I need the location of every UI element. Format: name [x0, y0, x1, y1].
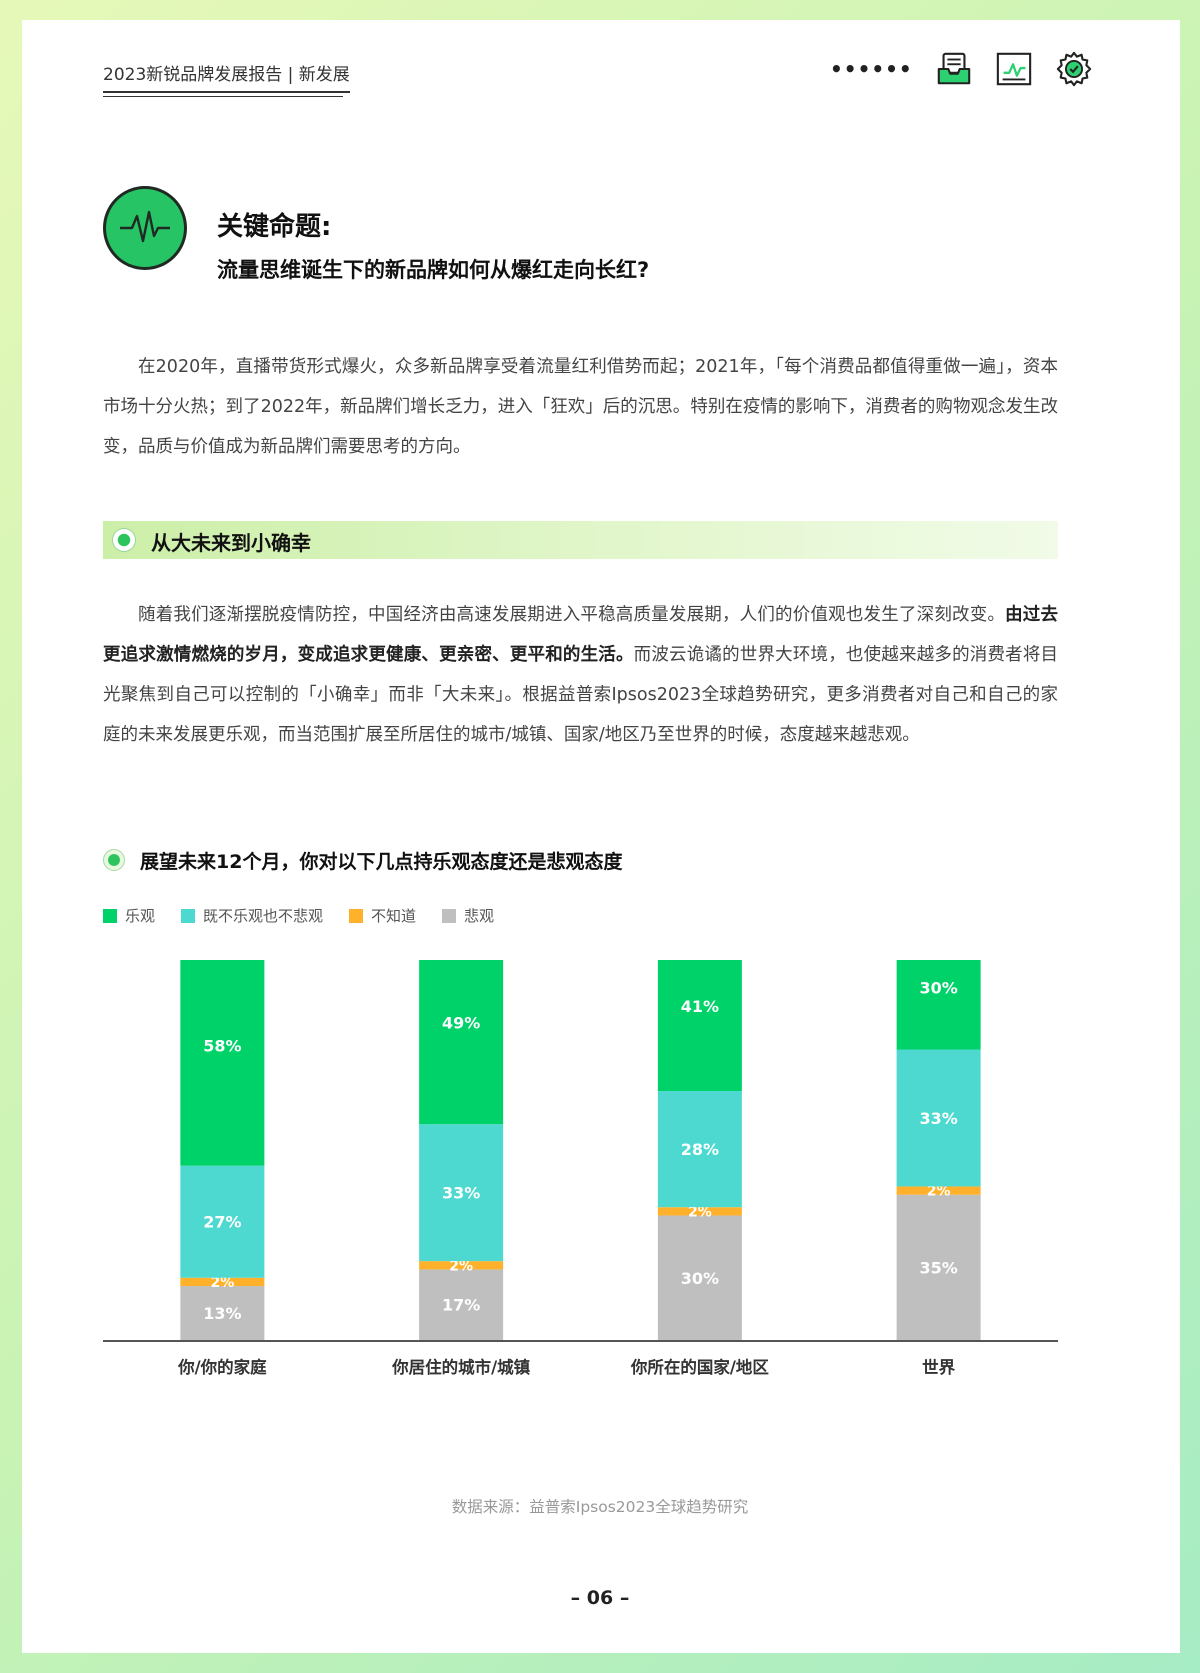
- data-label-2-1: 2%: [449, 1258, 473, 1274]
- chart-title: 展望未来12个月，你对以下几点持乐观态度还是悲观态度: [140, 851, 623, 873]
- section-paragraph-bold: 由过去更追求激情燃烧的岁月，变成追求更健康、更亲密、更平和的生活。: [103, 605, 1059, 665]
- page-number: – 06 –: [570, 1587, 630, 1609]
- header-underline: [103, 96, 343, 97]
- data-label-1-0: 27%: [203, 1213, 241, 1232]
- bar-segment-2-2: [657, 1207, 742, 1216]
- data-label-3-0: 13%: [203, 1304, 241, 1323]
- bar-segment-3-2: [657, 1215, 742, 1340]
- category-label-1: 你居住的城市/城镇: [391, 1357, 531, 1377]
- section-paragraph: 随着我们逐渐摆脱疫情防控，中国经济由高速发展期进入平稳高质量发展期，人们的价值观…: [103, 595, 1058, 755]
- data-label-2-2: 2%: [688, 1204, 712, 1220]
- data-label-0-1: 49%: [442, 1014, 480, 1033]
- bar-segment-2-1: [419, 1261, 504, 1270]
- data-label-3-1: 17%: [442, 1296, 480, 1315]
- chart-legend: 乐观 既不乐观也不悲观 不知道 悲观: [103, 905, 494, 926]
- bar-segment-3-1: [419, 1269, 504, 1340]
- bar-segment-1-1: [419, 1124, 504, 1262]
- legend-label: 悲观: [464, 907, 495, 925]
- bar-segment-0-2: [657, 960, 742, 1091]
- data-label-0-0: 58%: [203, 1036, 241, 1055]
- bar-segment-0-3: [896, 960, 981, 1050]
- bar-segment-1-0: [180, 1165, 265, 1278]
- report-page: [22, 20, 1180, 1653]
- key-topic-label: 关键命题:: [217, 212, 332, 242]
- settings-gear-icon[interactable]: [1055, 50, 1093, 88]
- category-label-2: 你所在的国家/地区: [630, 1357, 770, 1377]
- data-label-1-2: 28%: [681, 1140, 719, 1159]
- legend-swatch: [442, 908, 457, 923]
- category-label-0: 你/你的家庭: [177, 1357, 267, 1377]
- data-label-2-3: 2%: [927, 1184, 951, 1200]
- category-label-3: 世界: [922, 1358, 956, 1377]
- bar-segment-1-3: [896, 1049, 981, 1187]
- bar-segment-2-3: [896, 1186, 981, 1195]
- legend-swatch: [103, 908, 117, 923]
- chart-window-icon[interactable]: [995, 50, 1033, 88]
- legend-swatch: [181, 908, 196, 923]
- data-source: 数据来源：益普索Ipsos2023全球趋势研究: [451, 1498, 749, 1516]
- pulse-badge: [103, 186, 187, 270]
- bar-segment-0-1: [419, 960, 504, 1125]
- section-paragraph-part1: 随着我们逐渐摆脱疫情防控，中国经济由高速发展期进入平稳高质量发展期，人们的价值观…: [138, 605, 1006, 625]
- dots-icon: ••••••: [830, 57, 913, 81]
- bar-segment-1-2: [657, 1091, 742, 1208]
- section-header: 从大未来到小确幸: [103, 521, 1058, 559]
- data-label-0-2: 41%: [681, 997, 719, 1016]
- legend-item-optimistic: 乐观: [103, 905, 155, 926]
- key-topic-question: 流量思维诞生下的新品牌如何从爆红走向长红?: [217, 258, 650, 282]
- bar-segment-3-0: [180, 1286, 265, 1340]
- legend-label: 不知道: [371, 907, 417, 925]
- intro-paragraph: 在2020年，直播带货形式爆火，众多新品牌享受着流量红利借势而起；2021年，「…: [103, 357, 1058, 457]
- legend-item-pessimistic: 悲观: [442, 905, 494, 926]
- header-title: 2023新锐品牌发展报告 | 新发展: [103, 60, 350, 93]
- legend-swatch: [349, 908, 364, 923]
- section-title: 从大未来到小确幸: [151, 531, 311, 555]
- data-label-0-3: 30%: [919, 978, 957, 997]
- data-label-2-0: 2%: [210, 1275, 234, 1291]
- legend-label: 既不乐观也不悲观: [203, 907, 324, 925]
- inbox-icon[interactable]: [935, 50, 973, 88]
- chart-bullet-icon: [103, 849, 125, 871]
- header-icons: ••••••: [830, 50, 1093, 88]
- legend-item-neutral: 既不乐观也不悲观: [181, 905, 323, 926]
- legend-label: 乐观: [125, 907, 156, 925]
- bar-segment-2-0: [180, 1277, 265, 1287]
- data-label-1-1: 33%: [442, 1184, 480, 1203]
- section-paragraph-part2: 而波云诡谲的世界大环境，也使越来越多的消费者将目光聚焦到自己可以控制的「小确幸」…: [103, 645, 1059, 745]
- data-label-3-3: 35%: [919, 1258, 957, 1277]
- bar-segment-0-0: [180, 960, 265, 1166]
- pulse-icon: [120, 210, 170, 243]
- stacked-bar-chart: 13% 2% 27% 58% 你/你的家庭 17% 2% 33% 49% 你居住的城市/城镇 30%…: [103, 960, 1058, 1377]
- data-label-1-3: 33%: [919, 1109, 957, 1128]
- data-label-3-2: 30%: [681, 1269, 719, 1288]
- section-bullet-icon: [112, 528, 136, 552]
- legend-item-unknown: 不知道: [349, 905, 416, 926]
- bar-segment-3-3: [896, 1194, 981, 1340]
